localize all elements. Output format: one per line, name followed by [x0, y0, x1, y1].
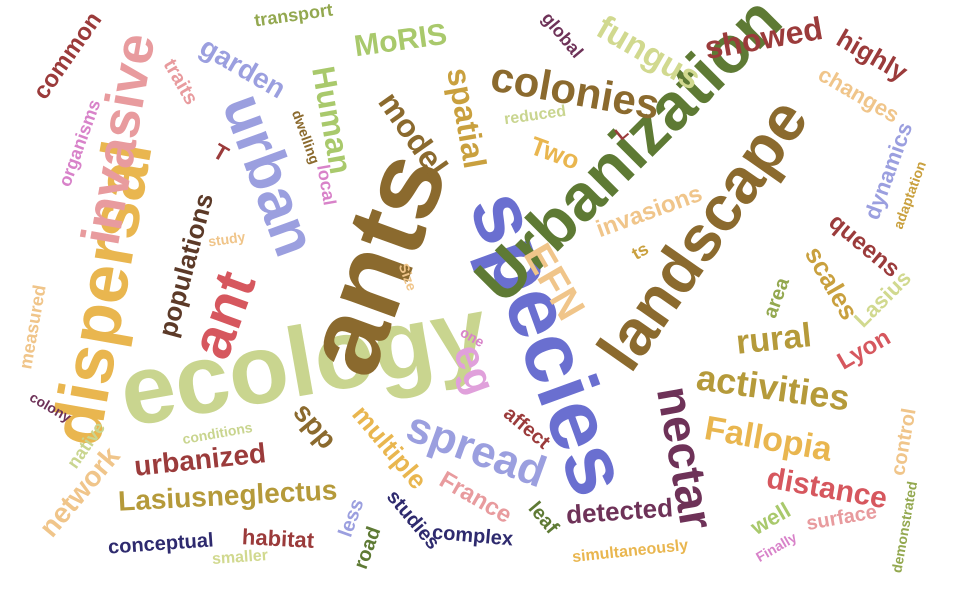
word-smaller: smaller — [211, 547, 269, 568]
word-lasiusneglectus: Lasiusneglectus — [117, 474, 339, 517]
word-common: common — [27, 7, 108, 105]
word-demonstrated: demonstrated — [888, 480, 921, 574]
word-transport: transport — [252, 0, 335, 31]
word-surface: surface — [804, 500, 879, 536]
word-garden: garden — [194, 30, 292, 105]
word-measured: measured — [15, 283, 50, 371]
word-moris: MoRIS — [352, 17, 450, 64]
word-conceptual: conceptual — [107, 529, 215, 559]
word-two: Two — [526, 130, 584, 176]
word-leaf: leaf — [523, 497, 563, 539]
word-study: study — [207, 228, 247, 250]
word-urbanized: urbanized — [132, 437, 268, 482]
word-reduced: reduced — [503, 102, 568, 129]
word-rural: rural — [734, 316, 814, 362]
word-fallopia: Fallopia — [701, 409, 835, 469]
word-traits: traits — [158, 55, 203, 109]
word-global: global — [537, 8, 588, 62]
word-complex: complex — [431, 521, 514, 551]
word-activities: activities — [693, 356, 853, 419]
word-area: area — [759, 274, 794, 322]
word-lyon: Lyon — [832, 323, 896, 376]
word-detected: detected — [565, 492, 674, 530]
word-simultaneously: simultaneously — [571, 536, 690, 567]
word-control: control — [887, 406, 921, 478]
